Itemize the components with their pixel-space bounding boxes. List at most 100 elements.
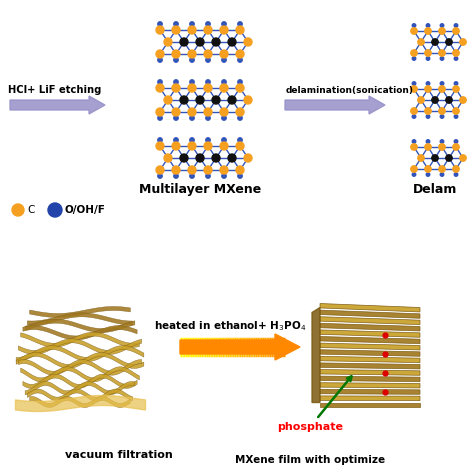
- Circle shape: [439, 28, 445, 34]
- Polygon shape: [25, 319, 135, 332]
- Text: Multilayer MXene: Multilayer MXene: [139, 183, 261, 196]
- Circle shape: [220, 166, 228, 174]
- Circle shape: [439, 86, 445, 92]
- Circle shape: [156, 166, 164, 174]
- Circle shape: [236, 142, 244, 150]
- Circle shape: [172, 166, 180, 174]
- Circle shape: [460, 39, 466, 45]
- Circle shape: [454, 115, 458, 118]
- Circle shape: [190, 80, 194, 84]
- Circle shape: [412, 82, 416, 85]
- Circle shape: [453, 108, 459, 114]
- Circle shape: [206, 138, 210, 142]
- Circle shape: [190, 116, 194, 120]
- Circle shape: [204, 108, 212, 116]
- Circle shape: [164, 154, 172, 162]
- Circle shape: [238, 138, 242, 142]
- Circle shape: [236, 84, 244, 92]
- Circle shape: [426, 57, 430, 60]
- Circle shape: [196, 154, 204, 162]
- Circle shape: [164, 38, 172, 46]
- FancyArrow shape: [180, 334, 300, 360]
- Circle shape: [412, 115, 416, 118]
- Circle shape: [411, 144, 417, 150]
- Circle shape: [454, 57, 458, 60]
- Circle shape: [204, 142, 212, 150]
- Circle shape: [432, 155, 438, 161]
- Circle shape: [158, 22, 162, 26]
- Circle shape: [426, 115, 430, 118]
- Circle shape: [446, 39, 452, 45]
- Circle shape: [206, 116, 210, 120]
- Circle shape: [432, 39, 438, 45]
- Circle shape: [172, 26, 180, 34]
- Circle shape: [425, 108, 431, 114]
- Circle shape: [453, 166, 459, 172]
- Circle shape: [460, 97, 466, 103]
- Circle shape: [412, 57, 416, 60]
- Circle shape: [244, 154, 252, 162]
- Circle shape: [412, 173, 416, 176]
- Circle shape: [220, 142, 228, 150]
- Circle shape: [426, 24, 430, 27]
- Circle shape: [164, 96, 172, 104]
- Circle shape: [222, 58, 226, 62]
- Circle shape: [212, 38, 220, 46]
- Circle shape: [156, 26, 164, 34]
- Polygon shape: [29, 396, 130, 408]
- Circle shape: [220, 108, 228, 116]
- Circle shape: [453, 50, 459, 56]
- Circle shape: [222, 80, 226, 84]
- Circle shape: [172, 108, 180, 116]
- Circle shape: [228, 154, 236, 162]
- Polygon shape: [320, 350, 420, 356]
- Circle shape: [206, 58, 210, 62]
- Polygon shape: [320, 330, 420, 337]
- Circle shape: [180, 96, 188, 104]
- Circle shape: [190, 22, 194, 26]
- Circle shape: [412, 140, 416, 143]
- Polygon shape: [320, 337, 420, 344]
- Circle shape: [212, 96, 220, 104]
- Circle shape: [188, 26, 196, 34]
- Polygon shape: [18, 339, 142, 355]
- Circle shape: [172, 142, 180, 150]
- Polygon shape: [320, 402, 420, 407]
- Circle shape: [418, 97, 424, 103]
- Polygon shape: [29, 307, 130, 318]
- Circle shape: [220, 50, 228, 58]
- Circle shape: [236, 26, 244, 34]
- Polygon shape: [18, 360, 142, 375]
- Polygon shape: [320, 370, 420, 375]
- Polygon shape: [27, 313, 133, 325]
- Circle shape: [425, 28, 431, 34]
- Circle shape: [174, 80, 178, 84]
- Circle shape: [206, 174, 210, 178]
- Circle shape: [222, 174, 226, 178]
- Circle shape: [190, 174, 194, 178]
- FancyArrow shape: [10, 96, 105, 114]
- Circle shape: [439, 144, 445, 150]
- Polygon shape: [23, 326, 137, 340]
- Polygon shape: [21, 367, 139, 382]
- Polygon shape: [23, 374, 137, 388]
- Circle shape: [236, 108, 244, 116]
- Polygon shape: [320, 376, 420, 382]
- Circle shape: [454, 173, 458, 176]
- Circle shape: [12, 204, 24, 216]
- Polygon shape: [320, 317, 420, 325]
- Circle shape: [158, 174, 162, 178]
- Circle shape: [190, 58, 194, 62]
- Circle shape: [425, 144, 431, 150]
- Circle shape: [204, 166, 212, 174]
- Polygon shape: [320, 310, 420, 318]
- Circle shape: [412, 24, 416, 27]
- Circle shape: [453, 28, 459, 34]
- Circle shape: [174, 22, 178, 26]
- Circle shape: [238, 58, 242, 62]
- Circle shape: [174, 174, 178, 178]
- Circle shape: [439, 166, 445, 172]
- Polygon shape: [25, 382, 135, 395]
- Text: phosphate: phosphate: [277, 376, 352, 432]
- Circle shape: [180, 38, 188, 46]
